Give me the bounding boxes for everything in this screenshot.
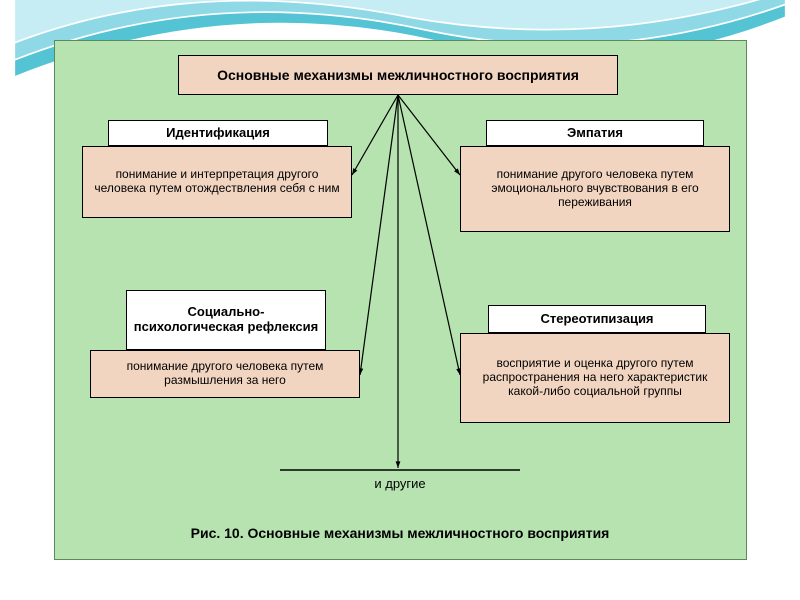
- stereo-title-box: Стереотипизация: [488, 305, 706, 333]
- main-title-box: Основные механизмы межличностного воспри…: [178, 55, 618, 95]
- identification-title-box: Идентификация: [108, 120, 328, 146]
- others-text: и другие: [374, 476, 425, 491]
- others-label: и другие: [350, 476, 450, 491]
- empathy-title: Эмпатия: [567, 126, 623, 141]
- reflection-title: Социально-психологическая рефлексия: [133, 305, 319, 335]
- reflection-title-box: Социально-психологическая рефлексия: [126, 290, 326, 350]
- empathy-desc-box: понимание другого человека путем эмоцион…: [460, 146, 730, 232]
- identification-title: Идентификация: [166, 126, 270, 141]
- stereo-title: Стереотипизация: [540, 312, 653, 327]
- figure-caption: Рис. 10. Основные механизмы межличностно…: [170, 525, 630, 541]
- empathy-desc: понимание другого человека путем эмоцион…: [467, 168, 723, 209]
- reflection-desc-box: понимание другого человека путем размышл…: [90, 350, 360, 398]
- stereo-desc: восприятие и оценка другого путем распро…: [467, 357, 723, 398]
- main-title-text: Основные механизмы межличностного воспри…: [217, 67, 579, 83]
- slide-root: Основные механизмы межличностного воспри…: [0, 0, 800, 600]
- reflection-desc: понимание другого человека путем размышл…: [97, 360, 353, 388]
- caption-text: Рис. 10. Основные механизмы межличностно…: [191, 525, 610, 541]
- empathy-title-box: Эмпатия: [486, 120, 704, 146]
- stereo-desc-box: восприятие и оценка другого путем распро…: [460, 333, 730, 423]
- identification-desc: понимание и интерпретация другого челове…: [89, 168, 345, 196]
- identification-desc-box: понимание и интерпретация другого челове…: [82, 146, 352, 218]
